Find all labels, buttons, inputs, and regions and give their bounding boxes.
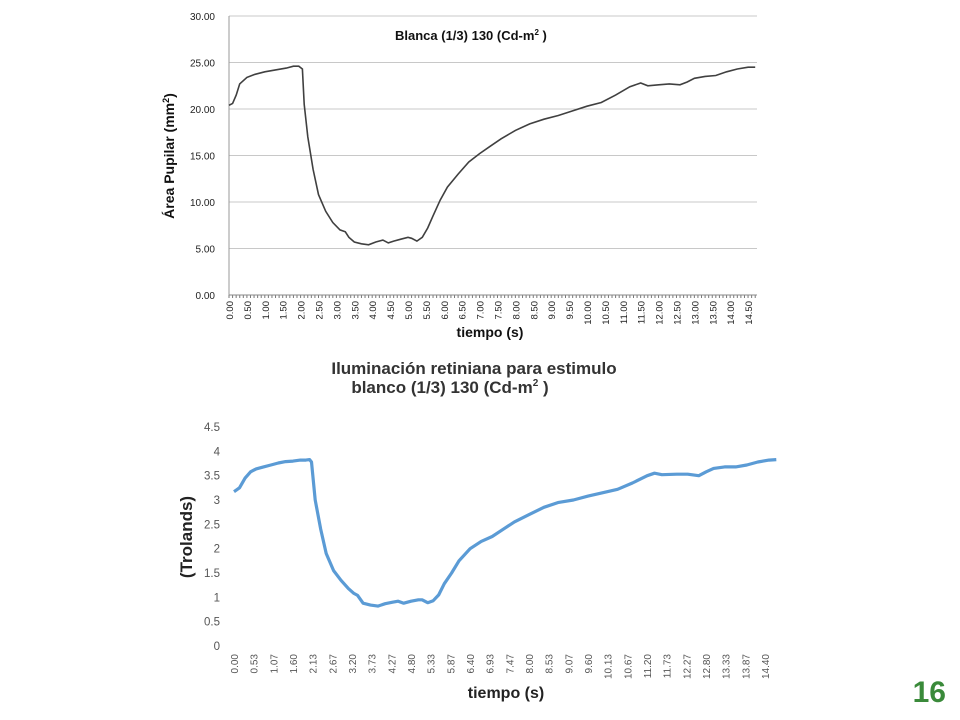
y-tick-label: 30.00 (190, 12, 215, 23)
x-tick-label: 14.50 (744, 301, 755, 325)
x-tick-label: 5.00 (404, 301, 415, 320)
x-tick-label: 5.33 (427, 654, 438, 674)
x-axis-label: tiempo (s) (468, 685, 544, 702)
retinal-illumination-chart: Iluminación retiniana para estimulo blan… (177, 359, 777, 702)
x-tick-label: 4.00 (368, 301, 379, 320)
y-tick-label: 4 (214, 446, 221, 458)
y-tick-label: 20.00 (190, 105, 215, 116)
y-tick-label: 2 (214, 544, 220, 556)
y-tick-label: 1.5 (204, 568, 220, 580)
x-tick-label: 12.50 (672, 301, 683, 325)
y-tick-label: 4.5 (204, 422, 220, 434)
x-tick-label: 9.60 (584, 654, 595, 674)
x-tick-label: 2.13 (309, 654, 320, 674)
x-tick-label: 6.40 (466, 654, 477, 674)
x-tick-label: 7.00 (476, 301, 487, 320)
x-tick-marks (228, 294, 757, 298)
x-tick-label: 14.00 (726, 301, 737, 325)
y-axis-label: Área Pupilar (mm2) (161, 93, 177, 219)
y-tick-label: 10.00 (190, 198, 215, 209)
x-tick-label: 11.73 (663, 654, 674, 679)
x-tick-label: 2.67 (328, 654, 339, 674)
pupil-area-line (228, 65, 756, 246)
x-tick-label: 6.00 (440, 301, 451, 320)
x-tick-label: 0.00 (230, 654, 241, 674)
x-tick-label: 0.50 (243, 301, 254, 320)
x-tick-label: 3.20 (348, 654, 359, 674)
x-tick-label: 10.13 (604, 654, 615, 679)
x-tick-label: 13.33 (722, 654, 733, 679)
x-tick-label: 3.50 (350, 301, 361, 320)
y-tick-label: 3.5 (204, 471, 220, 483)
x-tick-label: 8.00 (525, 654, 536, 674)
x-tick-label: 4.27 (388, 654, 399, 674)
x-tick-label: 13.87 (742, 654, 753, 679)
x-tick-label: 9.50 (565, 301, 576, 320)
x-tick-label: 8.50 (529, 301, 540, 320)
x-tick-label: 4.50 (386, 301, 397, 320)
y-tick-label: 25.00 (190, 59, 215, 70)
x-tick-label: 12.80 (702, 654, 713, 679)
slide-number: 16 (912, 676, 946, 709)
y-tick-label: 5.00 (196, 245, 216, 256)
x-tick-label: 11.20 (643, 654, 654, 679)
x-tick-label: 9.07 (565, 654, 576, 674)
x-tick-label: 2.50 (314, 301, 325, 320)
x-tick-label: 10.50 (601, 301, 612, 325)
x-tick-label: 1.60 (289, 654, 300, 674)
y-tick-label: 0.00 (196, 291, 216, 302)
x-tick-label: 5.87 (447, 654, 458, 674)
x-tick-label: 5.50 (422, 301, 433, 320)
x-tick-label: 0.53 (250, 654, 261, 674)
x-tick-label: 7.47 (506, 654, 517, 674)
y-axis-label: (Trolands) (177, 496, 196, 578)
x-tick-label: 1.00 (261, 301, 272, 320)
y-tick-labels: 0 0.5 1 1.5 2 2.5 3 3.5 4 4.5 (204, 422, 221, 653)
y-tick-label: 2.5 (204, 519, 220, 531)
x-tick-label: 10.00 (583, 301, 594, 325)
x-tick-label: 8.53 (545, 654, 556, 674)
x-tick-label: 10.67 (624, 654, 635, 679)
y-tick-label: 0 (214, 641, 220, 653)
x-tick-label: 2.00 (297, 301, 308, 320)
x-tick-label: 12.00 (655, 301, 666, 325)
y-tick-labels: 0.00 5.00 10.00 15.00 20.00 25.00 30.00 (190, 12, 215, 302)
x-tick-label: 4.80 (407, 654, 418, 674)
chart-title-line-2: blanco (1/3) 130 (Cd-m2 ) (351, 378, 548, 397)
chart-title: Blanca (1/3) 130 (Cd-m2 ) (395, 28, 547, 43)
x-tick-label: 14.40 (761, 654, 772, 679)
x-tick-label: 9.00 (547, 301, 558, 320)
x-tick-label: 8.00 (511, 301, 522, 320)
y-tick-label: 1 (214, 592, 220, 604)
x-tick-label: 7.50 (493, 301, 504, 320)
x-tick-label: 13.00 (690, 301, 701, 325)
chart-title-line-1: Iluminación retiniana para estimulo (331, 359, 616, 378)
x-tick-label: 3.00 (332, 301, 343, 320)
x-tick-labels: 0.00 0.50 1.00 1.50 2.00 2.50 3.00 3.50 4.00 4.50… (225, 301, 755, 325)
x-tick-label: 3.73 (368, 654, 379, 674)
y-tick-label: 0.5 (204, 617, 220, 629)
x-tick-label: 11.50 (637, 301, 648, 324)
x-tick-label: 1.50 (279, 301, 290, 320)
x-tick-label: 6.50 (458, 301, 469, 320)
x-tick-label: 1.07 (269, 654, 280, 674)
x-tick-label: 6.93 (486, 654, 497, 674)
x-tick-label: 0.00 (225, 301, 236, 320)
y-tick-label: 3 (214, 495, 220, 507)
x-tick-label: 12.27 (683, 654, 694, 679)
trolands-line (233, 458, 777, 608)
x-axis-label: tiempo (s) (457, 324, 524, 340)
x-tick-label: 13.50 (708, 301, 719, 325)
y-tick-label: 15.00 (190, 152, 215, 163)
y-gridlines (228, 15, 757, 296)
x-tick-label: 11.00 (619, 301, 630, 324)
x-tick-labels: 0.00 0.53 1.07 1.60 2.13 2.67 3.20 3.73 4.27 4.80… (230, 654, 772, 679)
